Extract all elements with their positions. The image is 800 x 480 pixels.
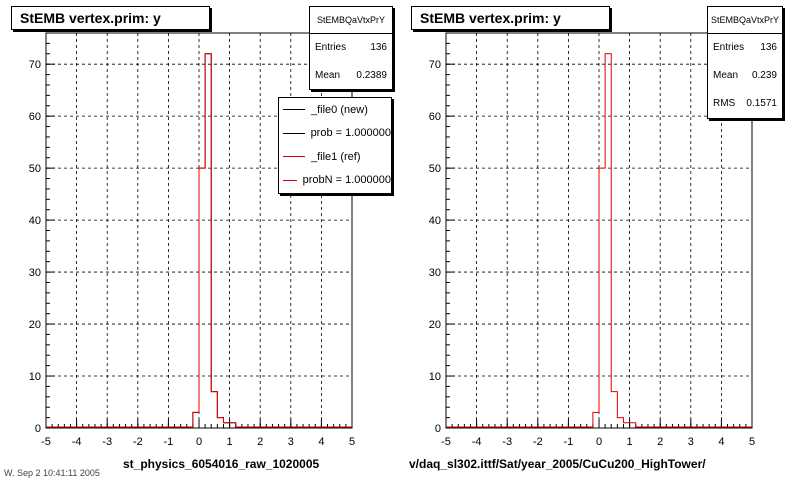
x-tick-label: 0 bbox=[596, 436, 602, 448]
legend-label: _file1 (ref) bbox=[311, 150, 361, 163]
x-tick-label: 1 bbox=[627, 436, 633, 448]
x-tick-label: -1 bbox=[564, 436, 574, 448]
legend-line-black bbox=[283, 109, 305, 111]
y-tick-label: 0 bbox=[435, 423, 441, 435]
stats-rms-row: RMS 0.1571 bbox=[708, 90, 782, 118]
y-tick-label: 60 bbox=[429, 111, 441, 123]
x-tick-label: 4 bbox=[718, 436, 724, 448]
stats-rms-label: RMS bbox=[713, 98, 736, 109]
stats-rms-value: 0.1571 bbox=[746, 98, 777, 109]
stats-mean-value: 0.239 bbox=[751, 70, 777, 81]
stats-box-left: StEMBQaVtxPrY Entries 136 Mean 0.2389 bbox=[309, 6, 393, 90]
x-tick-label: -1 bbox=[164, 436, 174, 448]
y-tick-label: 50 bbox=[429, 163, 441, 175]
legend-label: probN = 1.000000 bbox=[302, 174, 391, 187]
y-tick-label: 30 bbox=[429, 267, 441, 279]
stats-mean-value: 0.2389 bbox=[356, 70, 387, 81]
y-tick-label: 10 bbox=[429, 371, 441, 383]
x-tick-label: -3 bbox=[502, 436, 512, 448]
legend-label: _file0 (new) bbox=[311, 103, 368, 116]
legend-entry-file1: _file1 (ref) bbox=[279, 145, 391, 169]
stats-mean-label: Mean bbox=[713, 70, 739, 81]
x-tick-label: -2 bbox=[533, 436, 543, 448]
x-tick-label: -2 bbox=[133, 436, 143, 448]
x-tick-label: 4 bbox=[318, 436, 324, 448]
plot-title-right: StEMB vertex.prim: y bbox=[411, 6, 610, 30]
x-tick-label: -3 bbox=[102, 436, 112, 448]
legend-box: _file0 (new) prob = 1.000000 _file1 (ref… bbox=[278, 97, 392, 194]
legend-label: prob = 1.000000 bbox=[310, 127, 391, 140]
stats-name: StEMBQaVtxPrY bbox=[310, 7, 392, 34]
stats-box-right: StEMBQaVtxPrY Entries 136 Mean 0.239 RMS… bbox=[707, 6, 783, 119]
x-tick-label: -5 bbox=[441, 436, 451, 448]
x-tick-label: 3 bbox=[288, 436, 294, 448]
legend-line-red bbox=[283, 179, 297, 181]
legend-entry-probn: probN = 1.000000 bbox=[279, 169, 391, 193]
x-tick-label: -4 bbox=[472, 436, 482, 448]
plot-title-left: StEMB vertex.prim: y bbox=[11, 6, 210, 30]
y-tick-label: 40 bbox=[429, 215, 441, 227]
y-tick-label: 10 bbox=[29, 371, 41, 383]
stats-entries-value: 136 bbox=[370, 42, 387, 53]
stats-name: StEMBQaVtxPrY bbox=[708, 7, 782, 34]
stats-entries-row: Entries 136 bbox=[310, 34, 392, 62]
y-tick-label: 30 bbox=[29, 267, 41, 279]
x-tick-label: 1 bbox=[227, 436, 233, 448]
x-tick-label: 3 bbox=[688, 436, 694, 448]
x-tick-label: 2 bbox=[657, 436, 663, 448]
stats-entries-row: Entries 136 bbox=[708, 34, 782, 62]
y-tick-label: 40 bbox=[29, 215, 41, 227]
x-tick-label: -4 bbox=[72, 436, 82, 448]
x-tick-label: 2 bbox=[257, 436, 263, 448]
y-tick-label: 70 bbox=[429, 59, 441, 71]
legend-line-red bbox=[283, 156, 305, 158]
x-tick-label: 5 bbox=[349, 436, 355, 448]
histogram-series-red bbox=[46, 53, 352, 428]
stats-entries-value: 136 bbox=[760, 42, 777, 53]
histogram-series-red bbox=[446, 53, 752, 428]
stats-mean-row: Mean 0.239 bbox=[708, 62, 782, 90]
x-axis-title-right: v/daq_sl302.ittf/Sat/year_2005/CuCu200_H… bbox=[409, 457, 706, 471]
y-tick-label: 20 bbox=[29, 319, 41, 331]
y-tick-label: 60 bbox=[29, 111, 41, 123]
x-tick-label: -5 bbox=[41, 436, 51, 448]
legend-line-black bbox=[283, 132, 305, 134]
x-tick-label: 5 bbox=[749, 436, 755, 448]
stats-mean-label: Mean bbox=[315, 70, 341, 81]
footer-timestamp: W. Sep 2 10:41:11 2005 bbox=[4, 468, 100, 478]
y-tick-label: 0 bbox=[35, 423, 41, 435]
x-tick-label: 0 bbox=[196, 436, 202, 448]
x-axis-title-left: st_physics_6054016_raw_1020005 bbox=[123, 457, 320, 471]
y-tick-label: 50 bbox=[29, 163, 41, 175]
legend-entry-prob: prob = 1.000000 bbox=[279, 122, 391, 146]
legend-entry-file0: _file0 (new) bbox=[279, 98, 391, 122]
y-tick-label: 20 bbox=[429, 319, 441, 331]
stats-entries-label: Entries bbox=[315, 42, 347, 53]
stats-mean-row: Mean 0.2389 bbox=[310, 62, 392, 90]
y-tick-label: 70 bbox=[29, 59, 41, 71]
stats-entries-label: Entries bbox=[713, 42, 745, 53]
